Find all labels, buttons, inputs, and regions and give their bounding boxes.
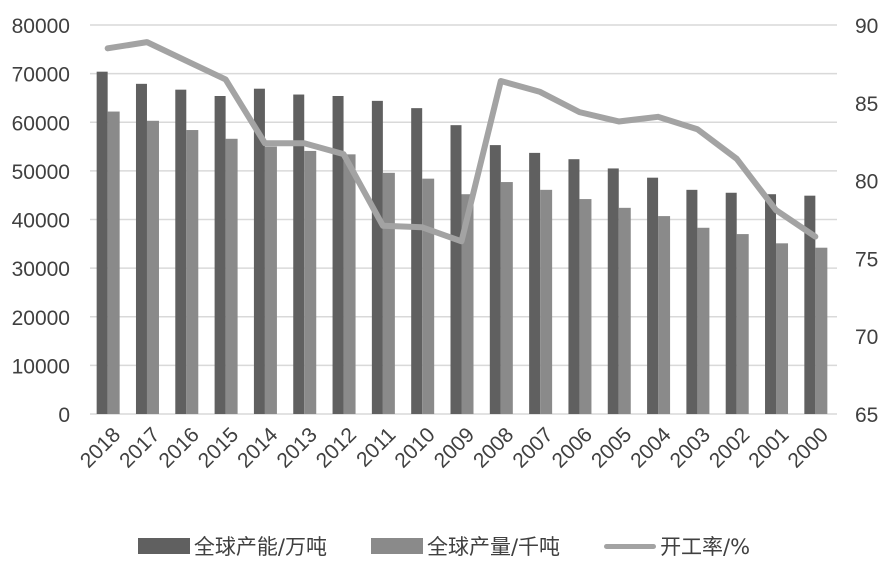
utilization-line [104, 39, 819, 245]
production-bar [500, 182, 513, 414]
production-bar [579, 199, 592, 414]
capacity-bar [489, 145, 501, 414]
left-tick-label: 40000 [12, 210, 70, 233]
x-tick-label: 2007 [508, 423, 557, 472]
utilization-line-swatch-icon [604, 543, 657, 549]
right-tick-label: 85 [855, 93, 878, 116]
right-tick-label: 90 [855, 15, 878, 38]
x-tick-label: 2010 [390, 423, 439, 472]
capacity-bar [214, 95, 226, 415]
x-tick-label: 2012 [312, 423, 361, 472]
legend-production-label: 全球产量/千吨 [426, 535, 561, 559]
capacity-bar [450, 125, 462, 414]
right-tick-label: 75 [855, 248, 878, 271]
x-tick-label: 2000 [784, 423, 833, 472]
x-tick-label: 2014 [233, 423, 283, 473]
x-tick-label: 2002 [705, 423, 754, 472]
production-bar [776, 243, 789, 414]
left-y-axis: 0 10000 20000 30000 40000 50000 60000 70000 8000… [12, 15, 70, 427]
left-tick-label: 50000 [12, 161, 70, 184]
capacity-bar [293, 94, 305, 414]
production-bar [422, 178, 435, 414]
combo-chart: 0 10000 20000 30000 40000 50000 60000 70000 8000… [12, 15, 879, 473]
left-tick-label: 80000 [12, 15, 70, 38]
production-bar [697, 227, 710, 414]
x-axis-labels: 2018201720162015201420132012201120102009… [76, 423, 833, 473]
left-tick-label: 10000 [12, 355, 70, 378]
left-tick-label: 70000 [12, 64, 70, 87]
capacity-bar [529, 152, 541, 415]
left-tick-label: 0 [58, 404, 70, 427]
production-bar [146, 120, 159, 414]
right-tick-label: 70 [855, 326, 878, 349]
capacity-bar [804, 195, 816, 414]
left-tick-label: 60000 [12, 112, 70, 135]
production-bar [186, 130, 199, 414]
right-y-axis: 65 70 75 80 85 90 [855, 15, 878, 427]
production-bar [618, 207, 631, 414]
capacity-bar [135, 83, 147, 415]
x-tick-label: 2011 [352, 423, 400, 471]
capacity-swatch-icon [137, 538, 190, 554]
capacity-bar [765, 194, 777, 414]
capacity-bar [411, 108, 423, 415]
line-series [104, 39, 819, 245]
x-tick-label: 2003 [666, 423, 715, 472]
right-tick-label: 65 [855, 404, 878, 427]
capacity-bar [607, 168, 619, 414]
capacity-bar [371, 100, 383, 414]
x-tick-label: 2005 [587, 423, 636, 472]
legend-item-utilization: 开工率/% [604, 531, 750, 561]
left-tick-label: 30000 [12, 258, 70, 281]
x-tick-label: 2004 [626, 423, 676, 473]
legend-utilization-label: 开工率/% [660, 535, 751, 559]
capacity-bar [647, 177, 659, 414]
production-bar [264, 146, 277, 414]
production-swatch-icon [370, 538, 423, 554]
left-tick-label: 20000 [12, 307, 70, 330]
production-bar [540, 189, 553, 414]
production-bar [815, 247, 828, 414]
capacity-bar [175, 89, 187, 414]
x-tick-label: 2009 [430, 423, 479, 472]
legend: 全球产能/万吨 全球产量/千吨 开工率/% [0, 528, 888, 564]
bar-series [96, 71, 828, 415]
production-bar [736, 234, 749, 414]
capacity-bar [332, 95, 344, 415]
x-tick-label: 2015 [194, 423, 243, 472]
capacity-bar [96, 71, 108, 415]
capacity-bar [253, 88, 265, 414]
production-bar [107, 111, 120, 415]
production-bar [225, 138, 238, 414]
legend-capacity-label: 全球产能/万吨 [193, 535, 327, 559]
x-tick-label: 2017 [115, 423, 164, 472]
x-tick-label: 2006 [548, 423, 597, 472]
capacity-bar [725, 192, 737, 414]
x-tick-label: 2016 [155, 423, 204, 472]
production-bar [304, 150, 317, 414]
production-bar [343, 154, 356, 414]
production-bar [461, 194, 474, 414]
right-tick-label: 80 [855, 171, 878, 194]
x-tick-label: 2001 [744, 423, 793, 472]
x-tick-label: 2008 [469, 423, 518, 472]
capacity-bar [686, 189, 698, 414]
x-tick-label: 2018 [76, 423, 125, 472]
production-bar [658, 216, 671, 414]
capacity-bar [568, 159, 580, 414]
x-tick-label: 2013 [272, 423, 321, 472]
production-bar [382, 172, 395, 414]
legend-item-production: 全球产量/千吨 [370, 531, 561, 561]
legend-item-capacity: 全球产能/万吨 [137, 531, 327, 561]
